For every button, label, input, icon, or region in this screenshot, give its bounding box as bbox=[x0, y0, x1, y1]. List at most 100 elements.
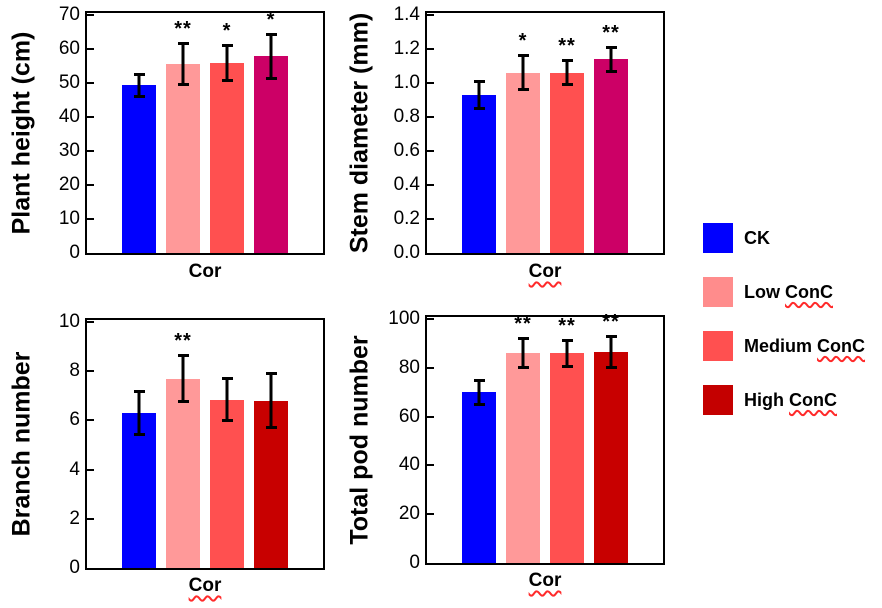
legend-swatch-medium-conc bbox=[703, 331, 733, 361]
bar-medium-conc bbox=[550, 72, 584, 253]
error-bar-line bbox=[565, 338, 569, 368]
error-bar-top-cap bbox=[561, 338, 573, 342]
y-axis-tick-label: 30 bbox=[58, 140, 80, 161]
error-bar-line bbox=[181, 353, 185, 404]
error-bar-top-cap bbox=[561, 59, 573, 63]
y-axis-tick-label: 60 bbox=[58, 38, 80, 59]
y-axis-tick bbox=[427, 218, 434, 220]
error-bar-medium-conc bbox=[561, 338, 573, 368]
x-axis-label-total-pod-number: Cor bbox=[425, 569, 665, 593]
error-bar-line bbox=[521, 337, 525, 370]
error-bar-bottom-cap bbox=[605, 69, 617, 73]
significance-marker: ** bbox=[602, 21, 620, 44]
error-bar-bottom-cap bbox=[177, 83, 189, 87]
bar-ck bbox=[462, 94, 496, 253]
error-bar-bottom-cap bbox=[517, 366, 529, 370]
error-bar-low-conc bbox=[517, 337, 529, 370]
significance-marker: ** bbox=[174, 17, 192, 40]
error-bar-line bbox=[269, 372, 273, 429]
y-axis-tick-label: 1.0 bbox=[393, 72, 420, 93]
error-bar-bottom-cap bbox=[265, 76, 277, 80]
legend-item-ck: CK bbox=[703, 223, 770, 253]
significance-marker: ** bbox=[558, 314, 576, 337]
legend-item-medium-conc: Medium ConC bbox=[703, 331, 865, 361]
error-bar-bottom-cap bbox=[517, 88, 529, 92]
x-axis-label-text: Cor bbox=[528, 570, 562, 591]
y-axis-tick-label: 10 bbox=[58, 208, 80, 229]
error-bar-line bbox=[477, 378, 481, 406]
error-bar-line bbox=[609, 334, 613, 370]
error-bar-top-cap bbox=[473, 378, 485, 382]
bar-high-conc bbox=[254, 56, 288, 253]
y-axis-title-plant-height: Plant height (cm) bbox=[7, 31, 36, 235]
error-bar-line bbox=[137, 389, 141, 437]
y-axis-tick-label: 0 bbox=[69, 242, 80, 263]
legend-label-low-conc: Low ConC bbox=[744, 282, 833, 303]
y-axis-tick-label: 80 bbox=[398, 356, 420, 378]
error-bar-bottom-cap bbox=[265, 426, 277, 429]
error-bar-medium-conc bbox=[221, 377, 233, 422]
y-axis-tick-label: 0.6 bbox=[393, 140, 420, 161]
y-axis-tick-label: 100 bbox=[388, 308, 420, 329]
y-axis-tick bbox=[87, 517, 94, 520]
legend-swatch-high-conc bbox=[703, 385, 733, 415]
y-axis-tick bbox=[427, 464, 434, 467]
legend-label-text: CK bbox=[744, 227, 770, 248]
error-bar-top-cap bbox=[517, 54, 529, 58]
error-bar-top-cap bbox=[133, 389, 145, 393]
error-bar-high-conc bbox=[605, 45, 617, 73]
legend-label-text: High bbox=[744, 389, 789, 410]
plot-area-stem-diameter: 0.0 0.2 0.4 0.6 0.8 1.0 1.2 1.4 * ** ** bbox=[394, 4, 665, 263]
error-bar-bottom-cap bbox=[473, 402, 485, 406]
bar-high-conc bbox=[594, 59, 628, 253]
error-bar-line bbox=[609, 45, 613, 73]
y-axis-tick bbox=[87, 419, 94, 422]
y-axis-tick bbox=[87, 321, 94, 323]
y-axis-tick-label: 2 bbox=[69, 507, 80, 529]
error-bar-ck bbox=[473, 378, 485, 406]
bar-low-conc bbox=[166, 378, 200, 568]
significance-marker: ** bbox=[602, 310, 620, 333]
plot-area-total-pod-number: 0 20 40 60 80 100 ** ** ** bbox=[388, 308, 665, 573]
legend-label-text: Low bbox=[744, 281, 785, 302]
significance-marker: * bbox=[266, 9, 276, 32]
error-bar-bottom-cap bbox=[561, 364, 573, 368]
bar-medium-conc bbox=[210, 399, 244, 568]
bar-low-conc bbox=[506, 72, 540, 253]
y-axis-tick-label: 20 bbox=[58, 174, 80, 195]
legend-label-medium-conc: Medium ConC bbox=[744, 336, 865, 357]
error-bar-top-cap bbox=[221, 377, 233, 381]
error-bar-top-cap bbox=[177, 353, 189, 357]
y-axis-tick bbox=[87, 184, 94, 186]
plot-area-plant-height: 0 10 20 30 40 50 60 70 ** * * bbox=[59, 4, 325, 263]
y-axis-tick-label: 0.4 bbox=[393, 174, 420, 195]
legend-label-misspelled-word: ConC bbox=[785, 281, 833, 302]
legend-swatch-low-conc bbox=[703, 277, 733, 307]
error-bar-top-cap bbox=[221, 43, 233, 47]
error-bar-top-cap bbox=[265, 372, 277, 376]
bar-low-conc bbox=[506, 353, 540, 563]
error-bar-bottom-cap bbox=[473, 107, 485, 111]
y-axis-tick bbox=[87, 370, 94, 373]
bar-ck bbox=[462, 392, 496, 563]
error-bar-low-conc bbox=[517, 54, 529, 92]
y-axis-tick bbox=[427, 318, 434, 320]
error-bar-line bbox=[225, 43, 229, 83]
x-axis-label-text: Cor bbox=[528, 261, 562, 282]
y-axis-tick-label: 20 bbox=[398, 503, 420, 525]
error-bar-top-cap bbox=[473, 79, 485, 83]
error-bar-bottom-cap bbox=[133, 433, 145, 437]
y-axis-tick-label: 4 bbox=[69, 458, 80, 480]
x-axis-label-stem-diameter: Cor bbox=[425, 260, 665, 284]
error-bar-line bbox=[181, 41, 185, 87]
error-bar-line bbox=[565, 59, 569, 87]
legend-item-high-conc: High ConC bbox=[703, 385, 837, 415]
y-axis-tick-label: 0.2 bbox=[393, 208, 420, 229]
error-bar-high-conc bbox=[605, 334, 617, 370]
y-axis-tick-label: 40 bbox=[58, 106, 80, 127]
bar-ck bbox=[122, 413, 156, 568]
y-axis-tick bbox=[87, 82, 94, 84]
error-bar-bottom-cap bbox=[561, 83, 573, 87]
error-bar-top-cap bbox=[605, 334, 617, 338]
